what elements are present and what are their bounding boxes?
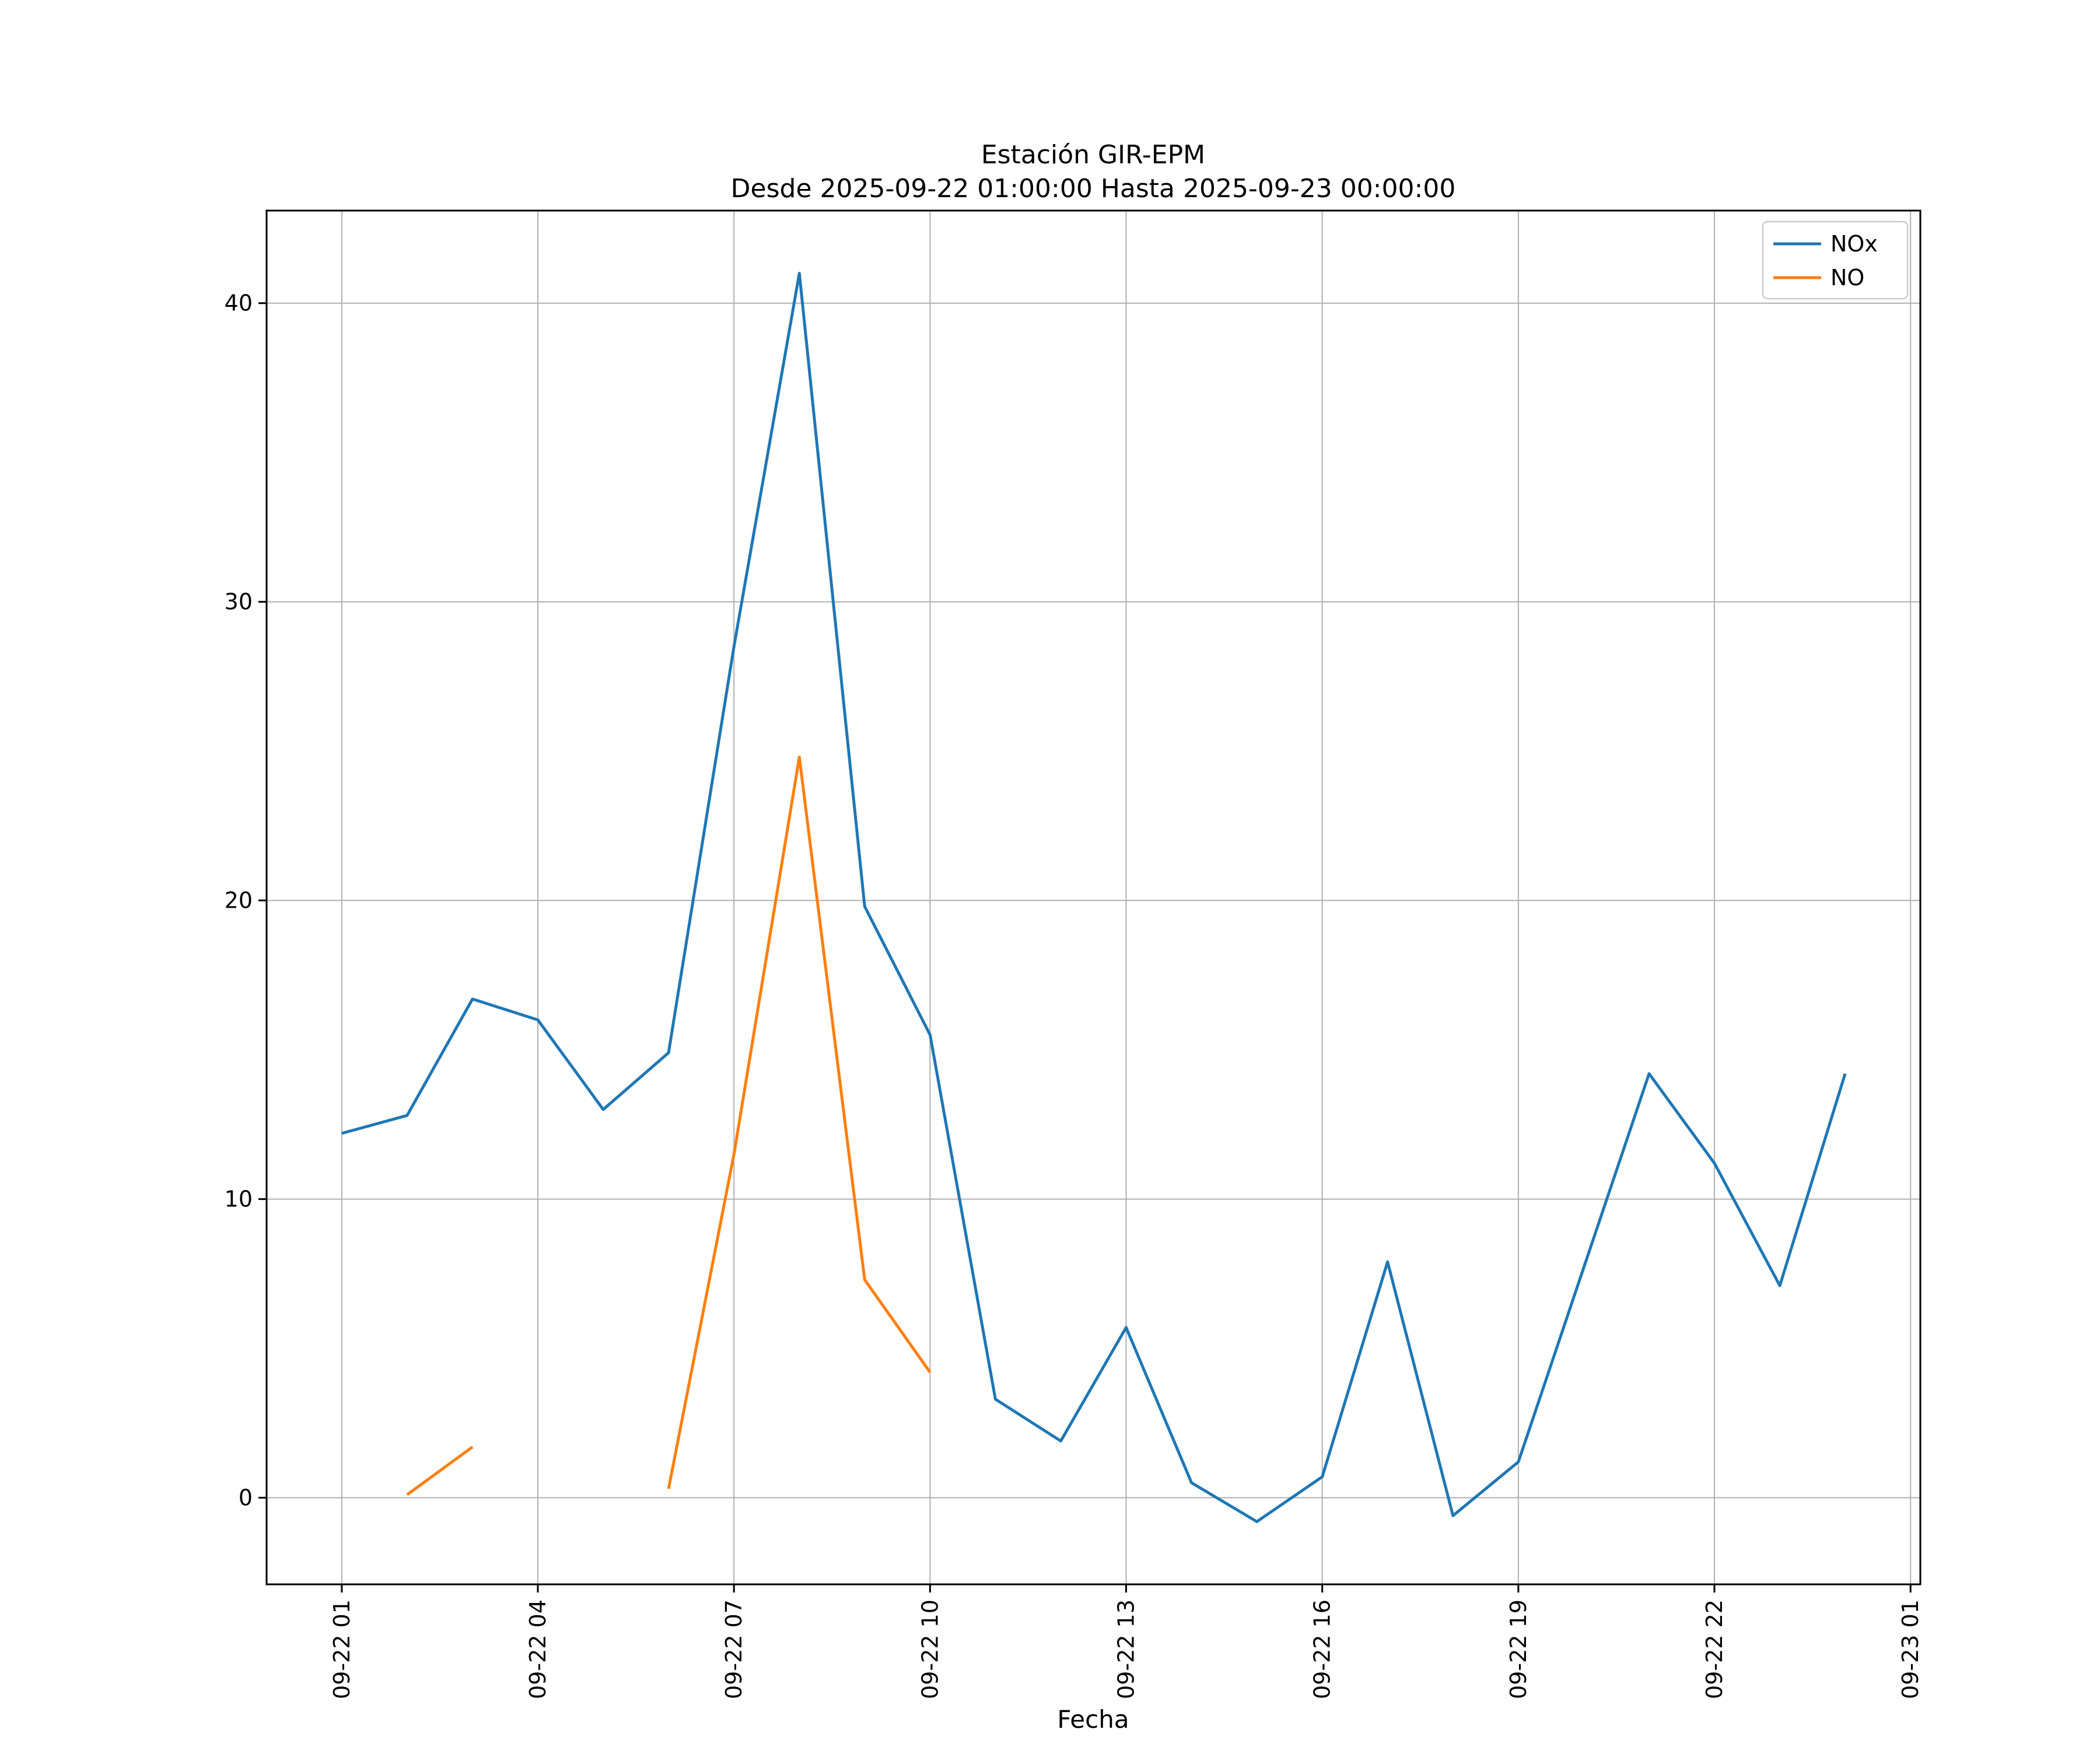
y-tick-label: 30 bbox=[225, 589, 253, 615]
x-tick-label: 09-22 10 bbox=[917, 1600, 943, 1699]
legend: NOx NO bbox=[1762, 220, 1909, 300]
series-NO-line bbox=[667, 755, 932, 1489]
y-tick-label: 20 bbox=[225, 888, 253, 914]
plot-border bbox=[265, 209, 1922, 1586]
series-NO-line bbox=[406, 1446, 474, 1496]
x-tick-label: 09-22 13 bbox=[1114, 1600, 1139, 1699]
x-tick-label: 09-22 04 bbox=[525, 1600, 551, 1699]
chart-title: Estación GIR-EPM bbox=[981, 140, 1205, 170]
series-layer bbox=[341, 272, 1847, 1523]
tick-label-layer: 09-22 01 09-22 04 09-22 07 09-22 10 09-22 13… bbox=[225, 290, 1924, 1699]
x-tick-label: 09-23 01 bbox=[1898, 1600, 1923, 1699]
chart-subtitle: Desde 2025-09-22 01:00:00 Hasta 2025-09-… bbox=[731, 174, 1456, 204]
series-NOx-line bbox=[341, 272, 1847, 1523]
legend-label: NOx bbox=[1831, 231, 1878, 257]
y-tick-label: 10 bbox=[225, 1186, 253, 1212]
tick-layer bbox=[258, 302, 1912, 1592]
x-axis-label: Fecha bbox=[1057, 1705, 1129, 1734]
x-tick-label: 09-22 22 bbox=[1702, 1600, 1727, 1699]
x-tick-label: 09-22 16 bbox=[1310, 1600, 1335, 1699]
x-tick-label: 09-22 19 bbox=[1506, 1600, 1531, 1699]
y-tick-label: 40 bbox=[225, 290, 253, 316]
x-tick-label: 09-22 01 bbox=[329, 1600, 355, 1699]
x-tick-label: 09-22 07 bbox=[721, 1600, 747, 1699]
grid-layer bbox=[267, 211, 1920, 1584]
legend-label: NO bbox=[1831, 265, 1864, 290]
y-tick-label: 0 bbox=[239, 1485, 253, 1511]
legend-box bbox=[1762, 220, 1909, 300]
